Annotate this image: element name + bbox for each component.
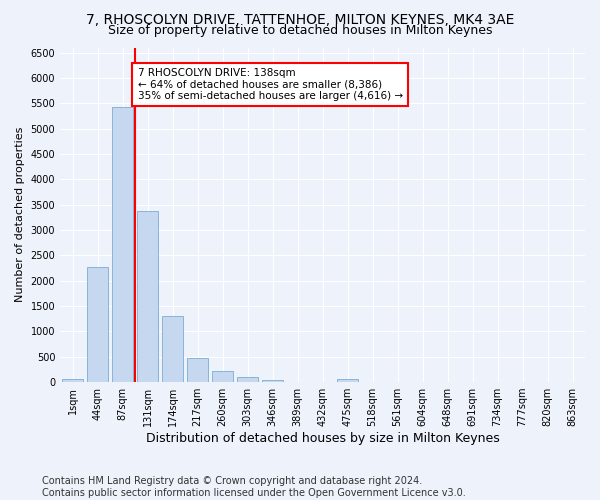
Bar [62, 378, 83, 382]
Text: 7 RHOSCOLYN DRIVE: 138sqm
← 64% of detached houses are smaller (8,386)
35% of se: 7 RHOSCOLYN DRIVE: 138sqm ← 64% of detac… [137, 68, 403, 101]
Text: 7, RHOSCOLYN DRIVE, TATTENHOE, MILTON KEYNES, MK4 3AE: 7, RHOSCOLYN DRIVE, TATTENHOE, MILTON KE… [86, 12, 514, 26]
Text: Size of property relative to detached houses in Milton Keynes: Size of property relative to detached ho… [108, 24, 492, 37]
Bar [87, 266, 108, 382]
Bar [262, 380, 283, 382]
Bar [212, 371, 233, 382]
Bar [112, 108, 133, 382]
Bar [337, 380, 358, 382]
Text: Contains HM Land Registry data © Crown copyright and database right 2024.
Contai: Contains HM Land Registry data © Crown c… [42, 476, 466, 498]
Bar [137, 210, 158, 382]
Y-axis label: Number of detached properties: Number of detached properties [15, 127, 25, 302]
X-axis label: Distribution of detached houses by size in Milton Keynes: Distribution of detached houses by size … [146, 432, 499, 445]
Bar [187, 358, 208, 382]
Bar [162, 316, 183, 382]
Bar [237, 377, 258, 382]
